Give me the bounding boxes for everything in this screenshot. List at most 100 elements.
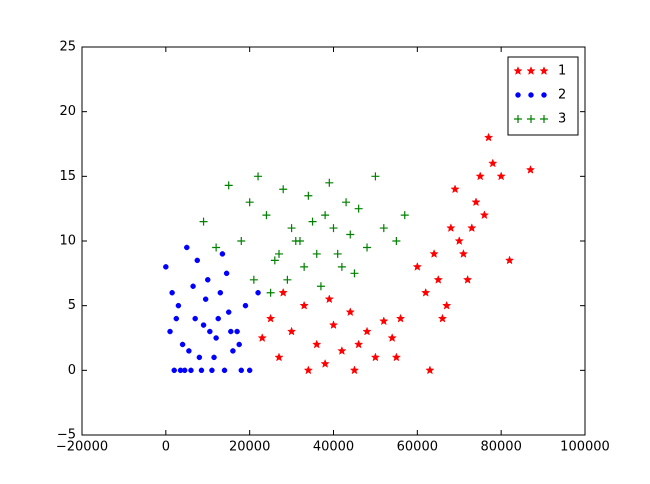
point — [337, 262, 346, 271]
point — [312, 249, 321, 258]
point — [242, 302, 249, 309]
point — [471, 197, 481, 207]
point — [450, 184, 460, 194]
point — [184, 244, 190, 251]
point — [221, 367, 228, 374]
point — [362, 326, 372, 336]
point — [279, 185, 288, 194]
x-tick-label: 80000 — [480, 440, 521, 455]
point — [299, 300, 309, 310]
x-tick-label: 40000 — [313, 440, 354, 455]
x-tick-label: 60000 — [397, 440, 438, 455]
point — [194, 257, 201, 264]
point — [171, 367, 177, 374]
point — [198, 367, 205, 374]
point — [238, 367, 245, 374]
point — [446, 223, 456, 233]
y-tick-label: 25 — [59, 40, 76, 55]
legend-marker — [541, 92, 547, 98]
point — [345, 307, 355, 317]
point — [173, 315, 180, 322]
point — [363, 243, 372, 252]
point — [395, 313, 406, 323]
point — [525, 164, 536, 174]
y-tick-label: −5 — [57, 428, 76, 443]
point — [462, 274, 473, 284]
point — [329, 224, 338, 233]
y-tick-label: 10 — [59, 234, 76, 249]
legend-marker — [528, 92, 534, 98]
point — [316, 282, 325, 291]
point — [262, 211, 271, 220]
point — [370, 352, 381, 362]
legend-marker — [515, 92, 521, 98]
point — [179, 341, 186, 348]
point — [278, 287, 288, 297]
point — [350, 269, 359, 278]
point — [320, 358, 330, 368]
point — [425, 365, 435, 375]
point — [387, 333, 397, 342]
y-tick-label: 15 — [59, 169, 76, 184]
point — [211, 354, 217, 361]
point — [230, 348, 236, 354]
point — [223, 270, 230, 277]
point — [391, 352, 402, 362]
point — [192, 315, 198, 322]
x-tick-label: 0 — [162, 440, 170, 455]
point — [237, 237, 246, 245]
point — [254, 172, 263, 181]
point — [167, 328, 173, 335]
point — [483, 132, 494, 142]
point — [196, 354, 203, 361]
legend-marker — [514, 115, 522, 123]
point — [488, 158, 498, 168]
legend: 1 2 3 — [507, 56, 579, 136]
point — [219, 251, 226, 257]
series — [199, 172, 409, 297]
point — [328, 320, 339, 330]
point — [190, 283, 196, 290]
point — [392, 237, 401, 245]
point — [496, 171, 506, 181]
point — [300, 262, 309, 271]
legend-marker — [540, 115, 548, 123]
legend-marker — [526, 66, 536, 75]
point — [342, 198, 351, 207]
point — [209, 367, 215, 374]
point — [379, 224, 388, 233]
point — [257, 333, 267, 342]
point — [249, 275, 258, 284]
point — [212, 243, 221, 252]
point — [274, 352, 284, 362]
point — [371, 172, 380, 181]
point — [321, 211, 330, 220]
point — [234, 328, 240, 335]
point — [287, 224, 296, 233]
legend-marker — [539, 66, 549, 75]
point — [303, 365, 314, 375]
point — [379, 316, 389, 326]
point — [163, 264, 169, 270]
point — [199, 217, 208, 226]
point — [270, 256, 279, 265]
point — [275, 249, 284, 258]
point — [324, 294, 334, 304]
x-tick-label: 100000 — [560, 440, 610, 455]
point — [437, 313, 448, 323]
point — [215, 315, 221, 322]
legend-label: 3 — [558, 112, 566, 127]
legend-marker — [513, 66, 523, 75]
point — [169, 289, 175, 296]
point — [265, 313, 276, 323]
point — [412, 261, 422, 271]
point — [504, 255, 515, 265]
point — [202, 296, 209, 302]
point — [255, 289, 261, 296]
point — [286, 326, 297, 336]
point — [346, 230, 355, 239]
point — [213, 335, 219, 341]
point — [291, 237, 300, 245]
point — [454, 236, 464, 245]
